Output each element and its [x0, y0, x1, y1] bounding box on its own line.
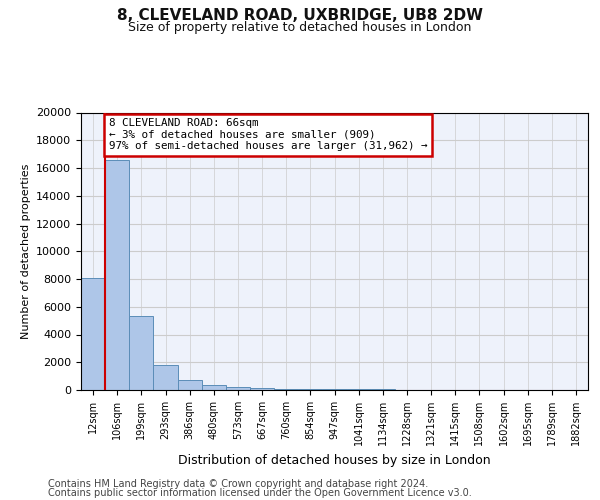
- Text: 8, CLEVELAND ROAD, UXBRIDGE, UB8 2DW: 8, CLEVELAND ROAD, UXBRIDGE, UB8 2DW: [117, 8, 483, 22]
- Bar: [226, 386, 250, 390]
- Bar: [129, 316, 154, 390]
- Text: 8 CLEVELAND ROAD: 66sqm
← 3% of detached houses are smaller (909)
97% of semi-de: 8 CLEVELAND ROAD: 66sqm ← 3% of detached…: [109, 118, 427, 151]
- Text: Size of property relative to detached houses in London: Size of property relative to detached ho…: [128, 21, 472, 34]
- Text: Contains HM Land Registry data © Crown copyright and database right 2024.: Contains HM Land Registry data © Crown c…: [48, 479, 428, 489]
- Bar: [202, 385, 226, 390]
- Bar: [298, 389, 322, 390]
- Text: Contains public sector information licensed under the Open Government Licence v3: Contains public sector information licen…: [48, 488, 472, 498]
- Bar: [154, 365, 178, 390]
- X-axis label: Distribution of detached houses by size in London: Distribution of detached houses by size …: [178, 454, 491, 466]
- Bar: [81, 278, 105, 390]
- Bar: [250, 388, 274, 390]
- Bar: [105, 160, 129, 390]
- Bar: [274, 388, 298, 390]
- Y-axis label: Number of detached properties: Number of detached properties: [20, 164, 31, 339]
- Bar: [178, 380, 202, 390]
- Bar: [322, 389, 347, 390]
